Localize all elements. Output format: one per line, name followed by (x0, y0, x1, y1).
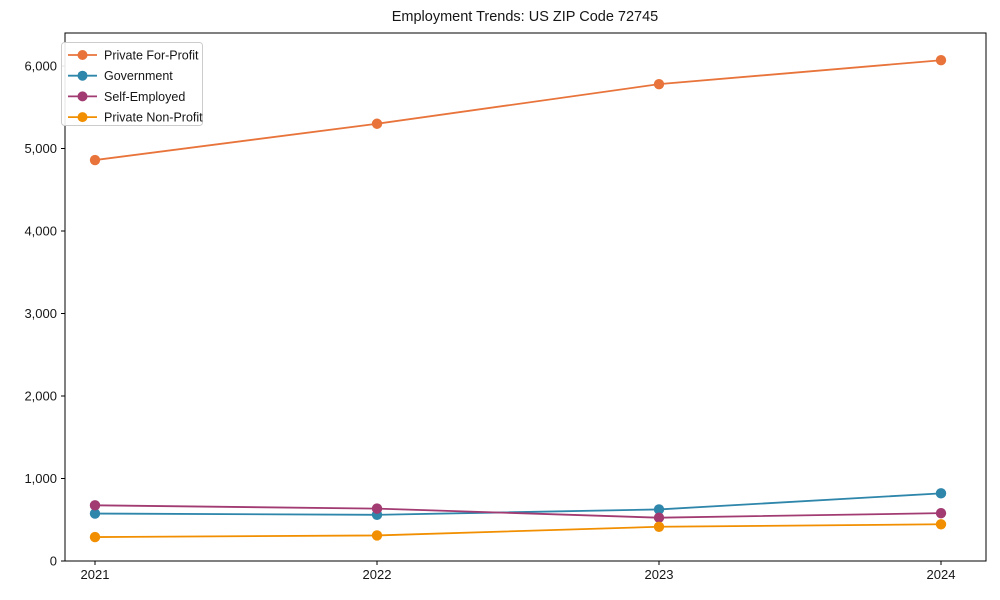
axes-border (64, 32, 987, 562)
y-axis-tick-label: 3,000 (24, 306, 57, 321)
series-data-point (653, 78, 665, 90)
y-axis-tick-label: 2,000 (24, 389, 57, 404)
y-axis-tick-label: 6,000 (24, 59, 57, 74)
chart-title: Employment Trends: US ZIP Code 72745 (392, 9, 659, 25)
legend-marker (77, 50, 88, 60)
legend-label: Government (104, 69, 173, 83)
series-line (94, 492, 942, 516)
series-data-point (935, 519, 947, 530)
series-line (94, 523, 942, 538)
y-axis-tick-label: 0 (50, 554, 57, 569)
x-axis-tick-label: 2024 (927, 567, 956, 582)
legend-label: Self-Employed (104, 90, 185, 104)
series-data-point (89, 531, 101, 543)
series-data-point (653, 521, 665, 532)
series-line (94, 59, 942, 161)
y-axis-tick-label: 5,000 (24, 141, 57, 156)
legend-label: Private Non-Profit (104, 111, 203, 125)
series-data-point (935, 55, 947, 66)
series-line (94, 504, 942, 519)
x-axis-tick-label: 2022 (363, 567, 392, 582)
y-axis-tick-label: 1,000 (24, 471, 57, 486)
series-data-point (371, 530, 383, 541)
series-data-point (371, 503, 383, 514)
series-data-point (89, 508, 101, 519)
x-axis-tick-label: 2021 (81, 567, 110, 582)
series-data-point (89, 500, 101, 511)
series-data-point (371, 118, 383, 129)
legend: Private For-Profit Government Self-Employe… (61, 42, 203, 126)
series-data-point (89, 154, 101, 166)
plot-area: 0 1,000 2,000 3,000 4,000 5,000 6,000 2021 2022 2… (24, 32, 987, 582)
series-data-point (935, 488, 947, 499)
x-axis-tick-label: 2023 (645, 567, 674, 582)
series-data-point (653, 504, 665, 515)
y-axis-tick-label: 4,000 (24, 224, 57, 239)
series-data-point (935, 507, 947, 519)
legend-label: Private For-Profit (104, 49, 199, 63)
series-data-point (653, 512, 665, 523)
legend-marker (77, 91, 88, 102)
legend-marker (77, 112, 88, 123)
legend-marker (77, 70, 88, 81)
legend-box (61, 42, 203, 126)
